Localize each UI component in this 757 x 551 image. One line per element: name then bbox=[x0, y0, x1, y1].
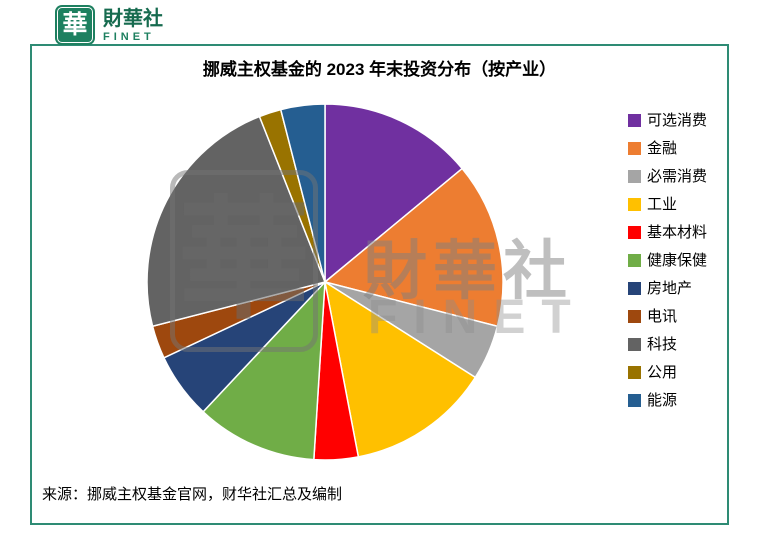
pie-slice-健康保健 bbox=[202, 279, 326, 461]
legend-item-电讯: 电讯 bbox=[628, 306, 707, 327]
legend-swatch bbox=[628, 338, 641, 351]
legend-swatch bbox=[628, 198, 641, 211]
legend-item-可选消费: 可选消费 bbox=[628, 110, 707, 131]
legend-swatch bbox=[628, 142, 641, 155]
legend-item-公用: 公用 bbox=[628, 362, 707, 383]
legend-item-健康保健: 健康保健 bbox=[628, 250, 707, 271]
legend-item-金融: 金融 bbox=[628, 138, 707, 159]
legend-item-工业: 工业 bbox=[628, 194, 707, 215]
legend-item-基本材料: 基本材料 bbox=[628, 222, 707, 243]
finet-logo-seal-icon: 華 bbox=[55, 5, 95, 45]
finet-logo: 華 財華社 FINET bbox=[55, 5, 163, 45]
legend-label: 可选消费 bbox=[647, 112, 708, 129]
legend-item-科技: 科技 bbox=[628, 334, 707, 355]
legend-swatch bbox=[628, 282, 641, 295]
legend-label: 基本材料 bbox=[647, 224, 708, 241]
legend-label: 工业 bbox=[647, 196, 678, 213]
legend-label: 能源 bbox=[647, 392, 678, 409]
legend-item-能源: 能源 bbox=[628, 390, 707, 411]
legend-label: 科技 bbox=[647, 336, 678, 353]
legend-label: 公用 bbox=[647, 364, 678, 381]
legend-label: 必需消费 bbox=[647, 168, 708, 185]
pie-chart bbox=[146, 103, 504, 461]
legend-swatch bbox=[628, 114, 641, 127]
logo-seal-character: 華 bbox=[62, 10, 88, 39]
pie-slice-工业 bbox=[323, 280, 477, 458]
legend-item-房地产: 房地产 bbox=[628, 278, 707, 299]
logo-name: 財華社 bbox=[103, 7, 163, 30]
legend-label: 健康保健 bbox=[647, 252, 708, 269]
legend-swatch bbox=[628, 254, 641, 267]
legend-swatch bbox=[628, 170, 641, 183]
legend-swatch bbox=[628, 310, 641, 323]
logo-subtitle: FINET bbox=[103, 30, 155, 43]
logo-text: 財華社 FINET bbox=[103, 8, 163, 43]
legend-swatch bbox=[628, 226, 641, 239]
legend-item-必需消费: 必需消费 bbox=[628, 166, 707, 187]
chart-legend: 可选消费金融必需消费工业基本材料健康保健房地产电讯科技公用能源 bbox=[628, 110, 707, 411]
pie-slice-科技 bbox=[146, 115, 327, 328]
chart-title: 挪威主权基金的 2023 年末投资分布（按产业） bbox=[202, 60, 557, 79]
legend-label: 房地产 bbox=[647, 280, 693, 297]
legend-swatch bbox=[628, 394, 641, 407]
pie-slice-金融 bbox=[323, 167, 504, 328]
pie-slice-可选消费 bbox=[324, 103, 464, 284]
source-note: 来源：挪威主权基金官网，财华社汇总及编制 bbox=[42, 486, 343, 503]
legend-swatch bbox=[628, 366, 641, 379]
legend-label: 电讯 bbox=[647, 308, 678, 325]
legend-label: 金融 bbox=[647, 140, 678, 157]
